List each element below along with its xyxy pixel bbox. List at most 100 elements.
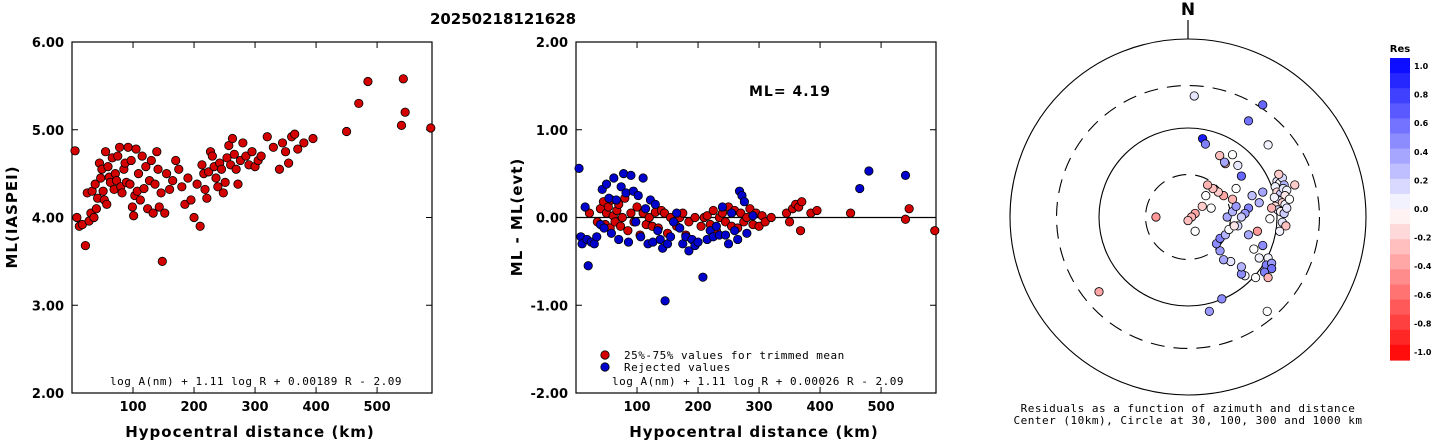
residual-point — [1258, 240, 1268, 251]
colorbar-segment — [1390, 254, 1410, 270]
subtitle: Center (10km), Circle at 30, 100, 300 an… — [1013, 414, 1362, 427]
data-point — [684, 217, 694, 227]
ml-annotation: ML= 4.19 — [749, 84, 831, 100]
colorbar-tick-label: 0.0 — [1414, 205, 1429, 214]
data-point — [160, 208, 170, 218]
data-point — [748, 211, 758, 221]
data-point — [626, 170, 636, 180]
data-point — [675, 223, 685, 233]
data-point — [616, 182, 626, 192]
data-point — [341, 126, 352, 137]
colorbar-tick-label: 0.8 — [1414, 91, 1429, 100]
data-point — [784, 217, 795, 227]
data-point — [70, 146, 80, 156]
data-point — [200, 184, 210, 195]
data-point — [126, 155, 136, 166]
legend-marker-trimmed — [600, 350, 610, 360]
data-point — [171, 155, 181, 166]
data-point — [91, 204, 102, 214]
north-label: N — [1181, 0, 1195, 20]
y-tick-label: 1.00 — [536, 124, 568, 139]
data-point — [723, 239, 734, 249]
colorbar-segment — [1390, 178, 1410, 195]
data-point — [766, 212, 776, 223]
data-point — [354, 98, 364, 109]
data-point — [669, 217, 679, 227]
colorbar-segment — [1390, 88, 1410, 104]
data-point — [125, 179, 135, 189]
data-point — [156, 188, 166, 198]
data-point — [623, 237, 634, 247]
x-tick-label: 200 — [180, 400, 207, 415]
data-points — [1094, 91, 1300, 316]
data-point — [233, 179, 243, 189]
y-axis-label: ML(IASPEI) — [3, 165, 21, 268]
data-point — [103, 162, 113, 172]
data-point — [213, 182, 223, 192]
data-point — [174, 164, 184, 174]
residual-point — [1251, 272, 1261, 283]
data-point — [146, 155, 156, 166]
data-point — [133, 169, 144, 179]
y-tick-label: 5.00 — [32, 124, 64, 139]
residual-point — [1265, 214, 1275, 224]
data-points — [70, 74, 436, 266]
solid-distance-ring — [1098, 127, 1278, 307]
data-point — [660, 296, 670, 306]
legend: 25%-75% values for trimmed mean Rejected… — [600, 349, 845, 374]
data-point — [165, 184, 175, 195]
data-point — [726, 208, 737, 218]
data-point — [720, 230, 731, 240]
x-axis-ticks: 100 200 300 400 500 — [623, 42, 895, 415]
data-point — [293, 144, 303, 154]
residual-point — [1201, 191, 1211, 201]
x-tick-label: 100 — [119, 400, 146, 415]
data-point — [812, 205, 822, 216]
residual-point — [1189, 91, 1199, 101]
residual-point — [1219, 157, 1230, 167]
data-point — [229, 149, 239, 159]
residual-point — [1243, 230, 1254, 240]
data-point — [135, 195, 145, 205]
colorbar-segment — [1390, 329, 1410, 346]
y-tick-label: 3.00 — [32, 299, 64, 314]
colorbar-segment — [1390, 163, 1410, 180]
colorbar-tick-label: 1.0 — [1414, 62, 1429, 71]
data-point — [290, 129, 300, 139]
data-point — [102, 199, 112, 209]
data-point — [268, 142, 278, 152]
data-point — [638, 173, 648, 183]
x-tick-label: 200 — [684, 400, 711, 415]
residual-point — [1233, 160, 1243, 170]
colorbar-segment — [1390, 103, 1410, 119]
x-tick-label: 400 — [806, 400, 833, 415]
dashed-distance-ring — [1055, 84, 1321, 350]
legend-label-trimmed: 25%-75% values for trimmed mean — [624, 349, 845, 362]
y-tick-label: 0.00 — [536, 212, 568, 227]
data-point — [168, 176, 178, 186]
data-point — [363, 76, 373, 87]
data-point — [797, 197, 807, 207]
colorbar-segment — [1390, 58, 1410, 74]
data-point — [650, 199, 660, 209]
data-point — [113, 151, 123, 161]
residual-point — [1229, 221, 1239, 231]
colorbar-tick-label: 0.2 — [1414, 176, 1428, 185]
ml-vs-distance-panel: 100 200 300 400 500 2.00 3.00 4.00 5.00 6.00 log… — [3, 36, 436, 441]
colorbar-tick-label: -1.0 — [1414, 348, 1432, 357]
data-point — [186, 195, 196, 205]
data-point — [227, 133, 238, 144]
colorbar-tick-label: -0.8 — [1414, 319, 1432, 328]
residual-point — [1200, 139, 1211, 149]
data-point — [742, 228, 752, 238]
data-point — [141, 162, 151, 172]
data-point — [760, 217, 770, 227]
data-point — [96, 173, 106, 183]
data-point — [606, 228, 616, 238]
data-point — [220, 177, 230, 187]
residual-point — [1252, 226, 1263, 236]
data-point — [845, 208, 856, 218]
data-point — [131, 144, 141, 154]
data-point — [653, 226, 663, 236]
data-point — [614, 234, 624, 245]
